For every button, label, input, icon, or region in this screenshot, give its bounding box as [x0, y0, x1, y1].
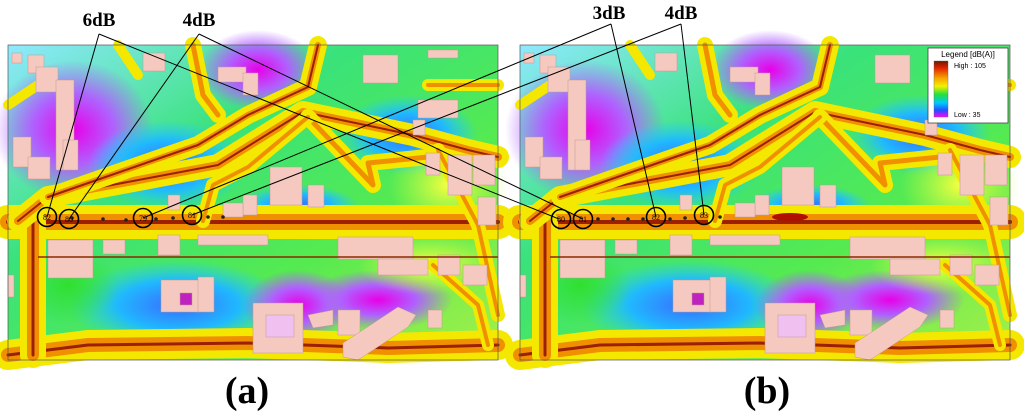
receiver-label-a-2: 80 — [65, 215, 73, 224]
receiver-label-a-4: 81 — [188, 211, 196, 220]
caption-a: (a) — [225, 370, 269, 412]
legend-title: Legend [dB(A)] — [941, 50, 995, 59]
caption-b: (b) — [744, 370, 790, 412]
receiver-label-b-1: 80 — [557, 215, 565, 224]
leader-lines — [46, 23, 705, 220]
annotation-3db: 3dB — [593, 3, 626, 24]
receiver-circle-a-2: 80 — [58, 208, 80, 230]
panel-b: 80 81 82 83 Legend [dB(A)] High : 105 Lo… — [505, 30, 1020, 360]
legend-low: Low : 35 — [954, 112, 981, 119]
annotation-4db-b: 4dB — [665, 3, 698, 24]
receiver-circle-b-4: 83 — [693, 204, 715, 226]
legend: Legend [dB(A)] High : 105 Low : 35 — [927, 47, 1009, 124]
receiver-circle-a-4: 81 — [181, 204, 203, 226]
receiver-points-b — [596, 215, 722, 221]
receiver-label-b-3: 82 — [652, 213, 660, 222]
annotation-4db-a: 4dB — [183, 10, 216, 31]
receiver-label-a-1: 82 — [43, 213, 51, 222]
annotation-6db: 6dB — [83, 10, 116, 31]
receiver-label-b-2: 81 — [579, 215, 587, 224]
legend-color-ramp — [933, 60, 949, 118]
receiver-circle-a-1: 82 — [36, 206, 58, 228]
receiver-points-a — [70, 215, 225, 222]
panel-a: 82 80 79 81 — [0, 30, 508, 360]
receiver-label-a-3: 79 — [139, 214, 147, 223]
receiver-circle-b-2: 81 — [572, 208, 594, 230]
receiver-label-b-4: 83 — [700, 211, 708, 220]
receiver-circle-b-1: 80 — [550, 208, 572, 230]
receiver-circle-b-3: 82 — [645, 206, 667, 228]
legend-high: High : 105 — [954, 63, 986, 70]
receiver-circle-a-3: 79 — [132, 207, 154, 229]
noise-map-a — [0, 30, 508, 360]
